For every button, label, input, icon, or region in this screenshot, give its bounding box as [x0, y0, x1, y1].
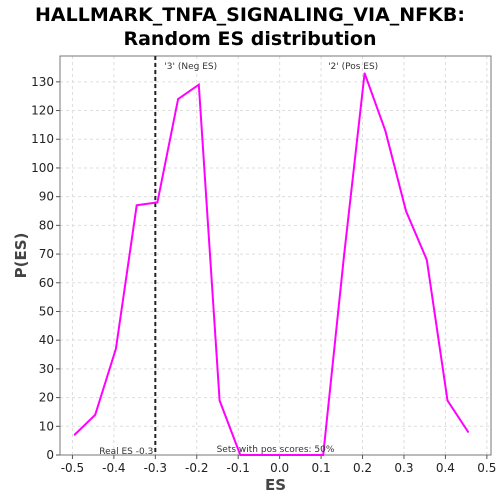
- y-tick-label: 50: [39, 304, 54, 318]
- y-tick-label: 10: [39, 419, 54, 433]
- x-axis: -0.5 -0.4 -0.3 -0.2 -0.1 0.0 0.1 0.2 0.3 0.4 0.5: [61, 455, 496, 475]
- y-tick-label: 80: [39, 218, 54, 232]
- y-tick-label: 120: [31, 104, 54, 118]
- data-point: [280, 454, 283, 456]
- data-point: [322, 454, 324, 456]
- grid-lines: [60, 56, 491, 456]
- y-tick-label: 130: [31, 75, 54, 89]
- chart-title: HALLMARK_TNFA_SIGNALING_VIA_NFKB: Random…: [0, 3, 500, 51]
- data-point: [405, 210, 407, 212]
- y-axis: 0 10 20 30 40 50 60 70 80 90 100 110 120 130: [31, 75, 60, 462]
- data-point: [177, 98, 179, 100]
- data-point: [384, 129, 387, 132]
- x-tick-label: 0.0: [270, 461, 289, 475]
- x-tick-label: 0.1: [312, 461, 331, 475]
- chart-title-line2: Random ES distribution: [123, 28, 377, 50]
- neg-es-label: '3' (Neg ES): [164, 62, 217, 72]
- x-tick-label: 0.3: [394, 461, 413, 475]
- y-tick-label: 40: [39, 333, 54, 347]
- series-points: [73, 72, 470, 456]
- y-tick-label: 60: [39, 276, 54, 290]
- data-point: [343, 256, 345, 258]
- y-tick-label: 90: [39, 190, 54, 204]
- x-tick-label: 0.4: [436, 461, 455, 475]
- plot-frame: [59, 55, 492, 456]
- y-tick-label: 0: [46, 448, 54, 462]
- data-point: [218, 399, 221, 402]
- x-tick-label: -0.1: [226, 461, 249, 475]
- x-tick-label: -0.5: [61, 461, 84, 475]
- data-point: [94, 414, 97, 416]
- chart-title-line1: HALLMARK_TNFA_SIGNALING_VIA_NFKB:: [35, 4, 465, 26]
- data-point: [198, 83, 200, 86]
- data-point: [260, 454, 262, 456]
- series-line: [73, 72, 470, 456]
- y-axis-label: P(ES): [12, 233, 30, 279]
- x-tick-label: -0.3: [144, 461, 167, 475]
- pos-es-label: '2' (Pos ES): [328, 62, 378, 72]
- sets-with-pos-scores-label: Sets with pos scores: 50%: [217, 445, 335, 455]
- y-tick-label: 110: [31, 132, 54, 146]
- x-tick-label: -0.4: [102, 461, 125, 475]
- data-point: [467, 431, 470, 433]
- y-tick-label: 100: [31, 161, 54, 175]
- x-axis-label: ES: [265, 476, 286, 494]
- data-point: [425, 259, 428, 261]
- y-tick-label: 20: [39, 391, 54, 405]
- x-tick-label: 0.2: [353, 461, 372, 475]
- data-point: [73, 434, 76, 436]
- data-point: [135, 204, 138, 207]
- data-point: [156, 201, 159, 204]
- x-tick-label: 0.5: [477, 461, 496, 475]
- x-tick-label: -0.2: [185, 461, 208, 475]
- y-tick-label: 70: [39, 247, 54, 261]
- y-tick-label: 30: [39, 362, 54, 376]
- data-point: [239, 454, 242, 456]
- data-point: [363, 72, 366, 75]
- real-es-label: Real ES -0.3: [99, 447, 153, 457]
- data-point: [301, 454, 304, 456]
- data-point: [446, 399, 449, 402]
- data-point: [115, 347, 117, 350]
